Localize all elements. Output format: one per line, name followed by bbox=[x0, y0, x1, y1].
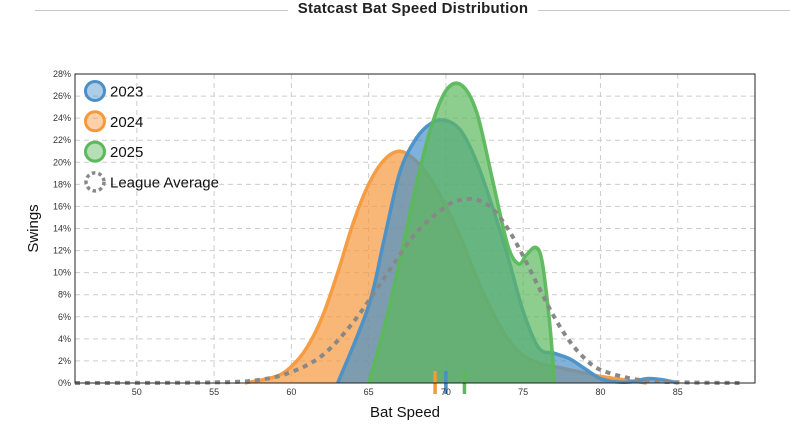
legend-swatch-league-average bbox=[84, 171, 106, 193]
legend-item-league-average[interactable]: League Average bbox=[84, 171, 219, 193]
y-tick-label: 4% bbox=[58, 334, 71, 344]
y-tick-label: 16% bbox=[53, 201, 71, 211]
title-divider-left bbox=[35, 10, 288, 11]
x-tick-label: 85 bbox=[673, 387, 683, 397]
legend-label-2023: 2023 bbox=[110, 84, 143, 101]
y-tick-label: 20% bbox=[53, 157, 71, 167]
legend[interactable]: 2023 2024 2025 League Average bbox=[84, 80, 220, 193]
x-tick-label: 80 bbox=[595, 387, 605, 397]
x-axis-title: Bat Speed bbox=[370, 404, 440, 421]
y-tick-label: 12% bbox=[53, 246, 71, 256]
chart-title: Statcast Bat Speed Distribution bbox=[297, 0, 529, 17]
y-axis-title: Swings bbox=[25, 204, 42, 252]
y-tick-label: 28% bbox=[53, 69, 71, 79]
series-line-2025 bbox=[366, 81, 556, 384]
title-divider-right bbox=[538, 10, 790, 11]
tick-labels: 0% 2% 4% 6% 8% 10% 12% 14% 16% 18% 20% 22% 24% 26% 28%… bbox=[53, 69, 683, 397]
x-tick-label: 75 bbox=[518, 387, 528, 397]
legend-item-2023[interactable]: 2023 bbox=[84, 80, 144, 102]
series-area-2025 bbox=[368, 83, 555, 383]
x-tick-label: 60 bbox=[286, 387, 296, 397]
y-tick-label: 22% bbox=[53, 135, 71, 145]
y-tick-label: 8% bbox=[58, 290, 71, 300]
y-tick-label: 2% bbox=[58, 356, 71, 366]
y-tick-label: 26% bbox=[53, 91, 71, 101]
legend-swatch-2023 bbox=[84, 80, 106, 102]
y-tick-label: 24% bbox=[53, 113, 71, 123]
x-tick-label: 65 bbox=[364, 387, 374, 397]
series-line-league-average bbox=[74, 196, 740, 385]
legend-label-2025: 2025 bbox=[110, 144, 143, 161]
legend-item-2024[interactable]: 2024 bbox=[84, 110, 144, 133]
x-tick-label: 70 bbox=[441, 387, 451, 397]
y-tick-label: 14% bbox=[53, 224, 71, 234]
y-tick-label: 10% bbox=[53, 268, 71, 278]
legend-label-league-average: League Average bbox=[110, 174, 219, 191]
title-bar: Statcast Bat Speed Distribution bbox=[0, 0, 790, 22]
legend-swatch-2024 bbox=[84, 110, 106, 133]
legend-label-2024: 2024 bbox=[110, 114, 143, 131]
y-tick-label: 0% bbox=[58, 378, 71, 388]
x-tick-label: 50 bbox=[132, 387, 142, 397]
x-tick-label: 55 bbox=[209, 387, 219, 397]
legend-swatch-2025 bbox=[84, 140, 106, 163]
y-tick-label: 6% bbox=[58, 312, 71, 322]
legend-item-2025[interactable]: 2025 bbox=[84, 140, 144, 163]
series-layer bbox=[74, 81, 740, 385]
plot-frame bbox=[74, 73, 756, 384]
y-tick-label: 18% bbox=[53, 179, 71, 189]
